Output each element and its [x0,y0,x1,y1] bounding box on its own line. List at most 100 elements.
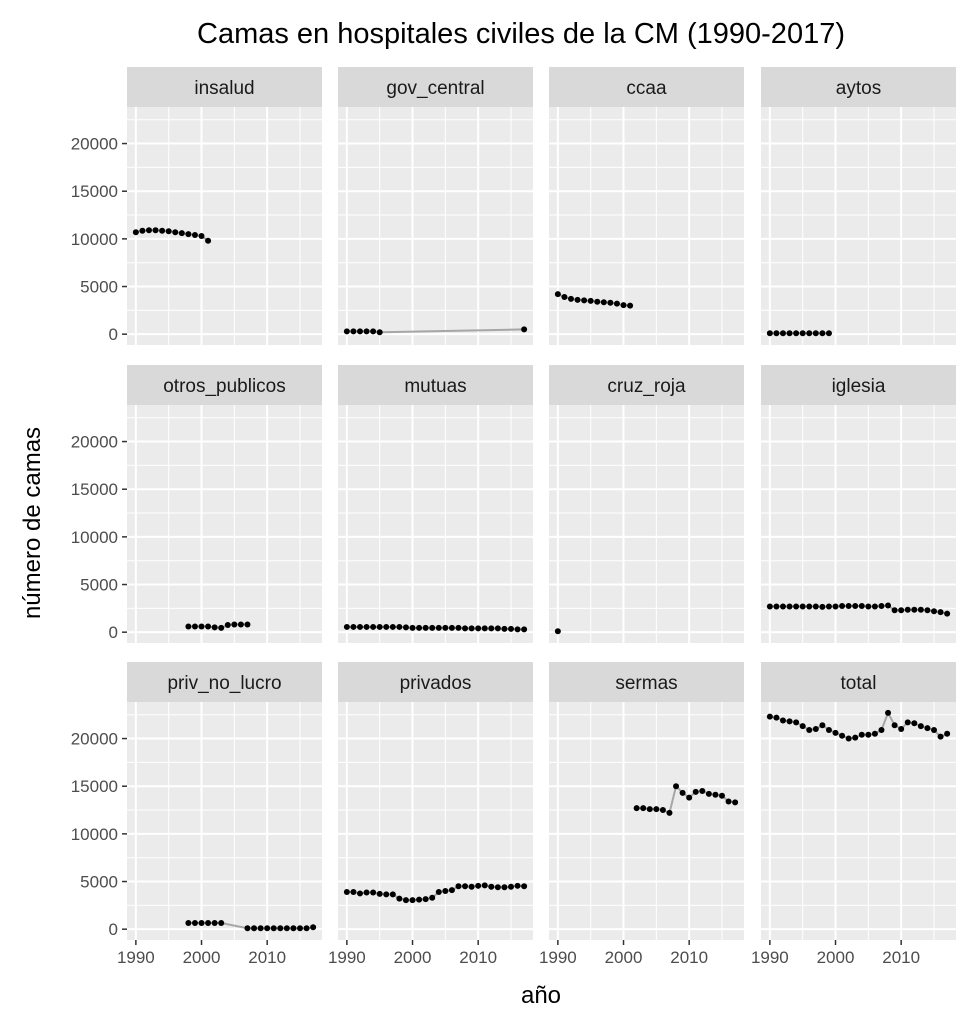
y-tick-label: 20000 [71,135,118,154]
y-tick-label: 20000 [71,730,118,749]
data-point [786,603,793,610]
facet-panel-insalud: insalud 0 5000 10000 15000 20000 [71,67,322,345]
facet-strip-label: ccaa [626,78,667,99]
data-point [191,623,198,630]
data-point [620,302,627,309]
data-point [819,722,826,729]
data-point [468,883,475,890]
data-point [845,602,852,609]
data-point [435,624,442,631]
y-tick-label: 10000 [71,825,118,844]
data-point [231,621,238,628]
data-point [779,717,786,724]
data-point [852,734,859,741]
data-point [653,806,660,813]
facet-strip [338,67,533,107]
data-point [211,624,218,631]
data-point [429,624,436,631]
data-point [554,291,561,298]
facet-panel-iglesia: iglesia [761,365,956,643]
series-line [769,710,948,740]
data-point [185,919,192,926]
data-point [917,606,924,613]
data-point [462,883,469,890]
data-point [376,623,383,630]
data-point [370,889,377,896]
data-point [198,919,205,926]
facet-strip-label: otros_publicos [163,376,286,397]
data-point [159,227,166,234]
facet-panel-sermas: sermas 1990 2000 2010 [539,662,744,967]
data-point [514,882,521,889]
x-tick-label: 1990 [539,948,577,967]
y-tick-label: 5000 [80,278,118,297]
data-point [172,229,179,236]
facet-panel-otros_publicos: otros_publicos 0 5000 10000 15000 20000 [71,365,322,643]
data-point [521,326,528,333]
facet-strip-label: privados [400,673,472,694]
data-point [799,603,806,610]
data-point [692,788,699,795]
facet-panel-mutuas: mutuas [338,365,533,643]
data-point [554,628,561,635]
data-point [363,889,370,896]
panel-background [549,702,744,940]
data-point [218,919,225,926]
data-point [627,302,634,309]
data-point [132,229,139,236]
data-point [832,603,839,610]
data-point [686,794,693,801]
data-point [891,607,898,614]
facet-strip-label: total [841,673,877,694]
data-point [152,227,159,234]
x-tick-label: 2000 [605,948,643,967]
facet-strip [338,365,533,405]
data-point [343,623,350,630]
data-point [244,621,251,628]
facet-strip [549,365,744,405]
data-point [350,328,357,335]
x-tick-label: 1990 [328,948,366,967]
data-point [139,227,146,234]
data-point [666,809,673,816]
data-point [937,609,944,616]
data-point [917,723,924,730]
data-point [786,330,793,337]
data-point [481,625,488,632]
data-point [799,330,806,337]
data-point [257,925,264,932]
data-point [607,299,614,306]
data-point [885,709,892,716]
data-point [283,925,290,932]
data-point [422,624,429,631]
x-tick-label: 1990 [117,948,155,967]
data-point [600,299,607,306]
data-point [455,624,462,631]
data-point [402,897,409,904]
data-point [514,626,521,633]
facet-panel-ccaa: ccaa [549,67,744,345]
data-point [402,624,409,631]
data-point [904,606,911,613]
data-point [705,790,712,797]
data-point [389,891,396,898]
y-tick-label: 0 [109,325,118,344]
facet-strip-label: cruz_roja [607,376,686,397]
data-point [178,230,185,237]
data-point [871,730,878,737]
data-point [508,625,515,632]
data-point [475,882,482,889]
y-tick-label: 10000 [71,528,118,547]
data-point [343,328,350,335]
panel-background [338,107,533,345]
data-point [270,925,277,932]
data-point [839,602,846,609]
data-point [898,607,905,614]
data-point [205,919,212,926]
data-point [931,608,938,615]
data-point [205,237,212,244]
data-point [646,806,653,813]
data-point [587,297,594,304]
data-point [825,330,832,337]
data-point [191,232,198,239]
